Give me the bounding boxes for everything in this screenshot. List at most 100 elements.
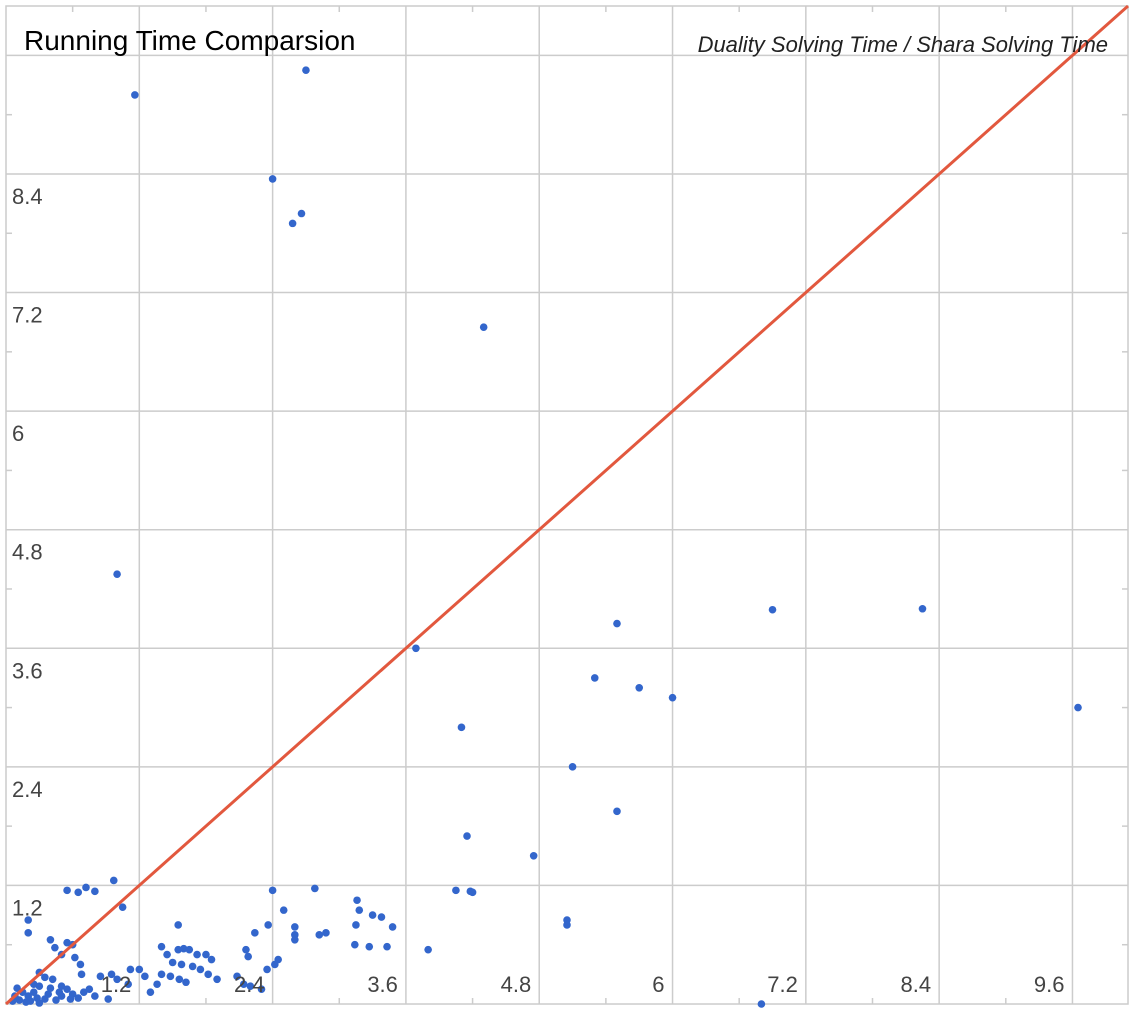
data-point bbox=[355, 906, 364, 914]
data-point bbox=[288, 219, 297, 228]
x-tick-label: 9.6 bbox=[1034, 972, 1065, 997]
data-point bbox=[35, 999, 44, 1007]
data-point bbox=[35, 982, 44, 991]
data-point bbox=[175, 975, 184, 984]
data-point bbox=[268, 175, 277, 183]
data-point bbox=[388, 923, 397, 931]
data-point bbox=[368, 911, 377, 919]
data-point bbox=[257, 985, 266, 993]
data-point bbox=[163, 950, 171, 959]
data-point bbox=[66, 995, 75, 1003]
data-point bbox=[44, 990, 53, 998]
data-point bbox=[193, 950, 201, 959]
data-point bbox=[71, 953, 79, 962]
data-point bbox=[244, 952, 252, 961]
data-point bbox=[185, 945, 194, 954]
data-point bbox=[479, 323, 488, 331]
data-point bbox=[24, 929, 33, 937]
data-point bbox=[57, 982, 66, 991]
data-point bbox=[29, 988, 38, 996]
data-point bbox=[383, 942, 391, 951]
data-point bbox=[24, 916, 33, 924]
data-point bbox=[57, 992, 66, 1000]
data-point bbox=[46, 984, 55, 992]
data-point bbox=[52, 996, 60, 1004]
data-point bbox=[82, 883, 90, 892]
data-point bbox=[63, 985, 71, 993]
data-point bbox=[126, 965, 135, 974]
data-point bbox=[251, 929, 259, 937]
data-point bbox=[141, 972, 149, 981]
data-point bbox=[182, 978, 190, 987]
data-point bbox=[85, 985, 94, 993]
data-point bbox=[109, 876, 118, 885]
data-point bbox=[563, 921, 571, 929]
data-point bbox=[113, 975, 121, 984]
data-point bbox=[202, 950, 210, 959]
data-point bbox=[352, 921, 360, 929]
data-point bbox=[204, 970, 212, 979]
data-point bbox=[157, 970, 166, 979]
tick-label-layer: 1.2 2.4 3.6 4.8 6 7.2 8.4 9.6 1.2 2.4 3.6 4.8 6 7.2 8.… bbox=[12, 184, 1064, 997]
data-point bbox=[377, 913, 386, 921]
data-point bbox=[613, 619, 621, 628]
reference-line-layer bbox=[5, 4, 1129, 1006]
data-point bbox=[166, 972, 175, 981]
data-point bbox=[1074, 703, 1082, 712]
data-point bbox=[51, 943, 59, 952]
data-point bbox=[457, 723, 466, 732]
data-point bbox=[322, 929, 330, 937]
data-point bbox=[918, 604, 927, 613]
data-point bbox=[424, 945, 432, 954]
data-point bbox=[153, 980, 161, 989]
data-point bbox=[242, 945, 250, 954]
data-point bbox=[41, 973, 49, 982]
data-point bbox=[48, 975, 57, 984]
y-tick-label: 8.4 bbox=[12, 184, 43, 209]
data-point bbox=[264, 921, 272, 929]
data-point bbox=[239, 980, 248, 989]
data-point bbox=[271, 960, 279, 969]
data-point bbox=[365, 942, 374, 951]
data-point bbox=[291, 923, 299, 931]
x-tick-label: 3.6 bbox=[367, 972, 398, 997]
data-point bbox=[107, 970, 116, 979]
data-point bbox=[13, 984, 21, 992]
data-point bbox=[268, 886, 277, 895]
data-point bbox=[168, 958, 177, 967]
data-point bbox=[113, 570, 121, 578]
data-point bbox=[613, 807, 621, 816]
data-point bbox=[468, 888, 477, 897]
data-point bbox=[177, 960, 186, 969]
x-tick-label: 6 bbox=[652, 972, 664, 997]
data-point bbox=[74, 888, 83, 897]
data-point bbox=[96, 972, 105, 981]
data-point bbox=[77, 970, 86, 979]
data-point bbox=[174, 921, 182, 929]
data-point bbox=[213, 975, 221, 984]
data-point bbox=[246, 982, 255, 991]
data-point bbox=[452, 886, 460, 895]
data-point bbox=[196, 965, 205, 974]
data-point bbox=[131, 91, 139, 99]
points-layer bbox=[8, 66, 1082, 1008]
data-point bbox=[302, 66, 310, 75]
data-point bbox=[263, 965, 271, 974]
y-tick-label: 1.2 bbox=[12, 895, 43, 920]
data-point bbox=[157, 942, 166, 951]
data-point bbox=[104, 995, 113, 1003]
data-point bbox=[233, 972, 241, 981]
reference-line bbox=[5, 4, 1129, 1006]
data-point bbox=[91, 992, 99, 1000]
chart-title: Running Time Comparsion bbox=[24, 25, 356, 56]
data-point bbox=[590, 674, 599, 682]
y-tick-label: 2.4 bbox=[12, 777, 43, 802]
x-tick-label: 1.2 bbox=[101, 972, 132, 997]
data-point bbox=[74, 994, 83, 1002]
data-point bbox=[529, 851, 538, 860]
data-point bbox=[135, 965, 144, 974]
data-point bbox=[297, 209, 306, 218]
data-point bbox=[26, 997, 35, 1005]
plot-frame bbox=[5, 5, 1129, 1005]
data-point bbox=[279, 906, 288, 914]
